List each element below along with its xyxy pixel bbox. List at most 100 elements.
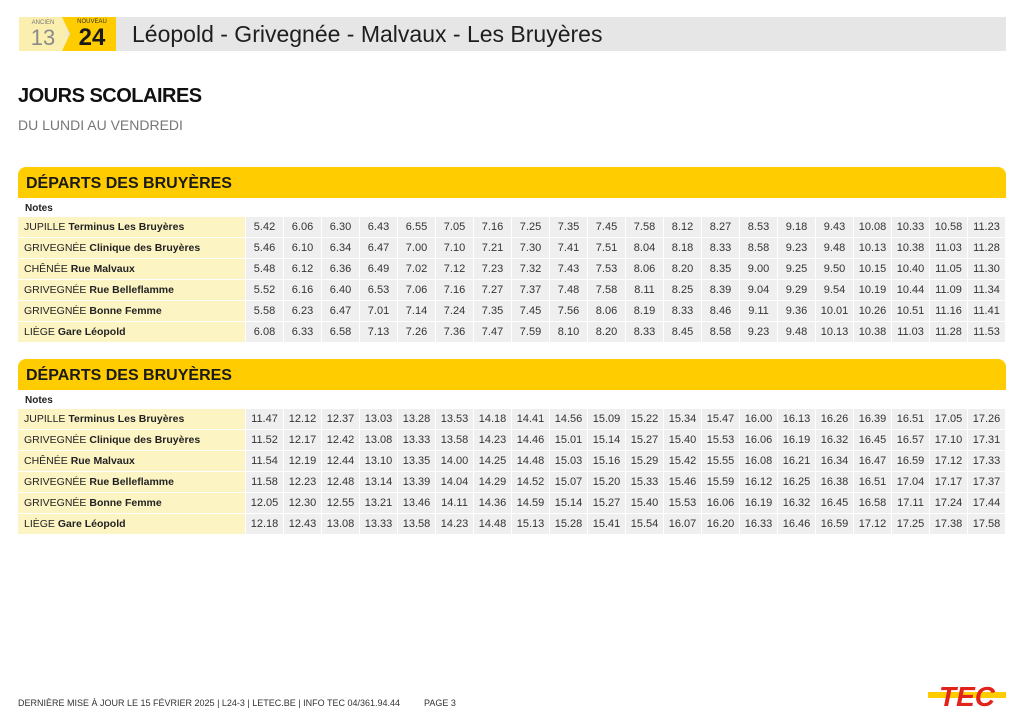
departure-time: 9.36 [777,301,815,322]
departure-time: 17.04 [891,472,929,493]
departure-time: 9.25 [777,259,815,280]
departure-time: 15.54 [625,514,663,535]
stop-name: GRIVEGNÉE Bonne Femme [18,301,245,322]
departure-time: 7.45 [587,217,625,238]
stop-commune: GRIVEGNÉE [24,476,87,488]
departure-time: 15.16 [587,451,625,472]
departure-time: 13.08 [321,514,359,535]
departure-time: 14.52 [511,472,549,493]
departure-time: 11.34 [967,280,1005,301]
departure-time: 13.33 [359,514,397,535]
departure-time: 15.14 [587,430,625,451]
departure-time: 9.23 [739,322,777,343]
departure-time: 7.58 [625,217,663,238]
departure-time: 8.58 [701,322,739,343]
stop-name: GRIVEGNÉE Clinique des Bruyères [18,430,245,451]
departure-time: 7.56 [549,301,587,322]
departure-time: 9.18 [777,217,815,238]
departure-time: 16.32 [777,493,815,514]
departure-time: 7.16 [435,280,473,301]
departure-time: 11.58 [245,472,283,493]
departure-time: 16.19 [777,430,815,451]
departure-time: 7.01 [359,301,397,322]
departure-time: 16.26 [815,409,853,430]
page-title: Léopold - Grivegnée - Malvaux - Les Bruy… [132,21,603,47]
schedule-heading: JOURS SCOLAIRES [18,85,202,107]
departure-time: 8.10 [549,322,587,343]
departure-time: 7.59 [511,322,549,343]
departure-time: 10.13 [815,322,853,343]
departure-time: 15.40 [625,493,663,514]
departure-time: 15.28 [549,514,587,535]
departure-time: 17.12 [853,514,891,535]
departure-time: 7.51 [587,238,625,259]
departure-time: 17.11 [891,493,929,514]
table-row: LIÈGE Gare Léopold 12.18 12.43 13.08 13.33 13… [18,514,1006,535]
departure-time: 6.58 [321,322,359,343]
stop-commune: LIÈGE [24,326,55,338]
stop-label: Terminus Les Bruyères [68,221,185,233]
notes-label: Notes [25,395,53,406]
departure-time: 8.18 [663,238,701,259]
departure-time: 11.28 [929,322,967,343]
departure-time: 15.41 [587,514,625,535]
departure-time: 14.25 [473,451,511,472]
stop-commune: CHÊNÉE [24,455,68,467]
departure-time: 11.47 [245,409,283,430]
departure-time: 8.33 [625,322,663,343]
departure-time: 15.29 [625,451,663,472]
departure-time: 15.14 [549,493,587,514]
departure-time: 13.39 [397,472,435,493]
departure-time: 15.27 [587,493,625,514]
departure-time: 8.25 [663,280,701,301]
departure-time: 14.56 [549,409,587,430]
departure-time: 14.29 [473,472,511,493]
departure-time: 17.58 [967,514,1005,535]
departure-time: 6.47 [359,238,397,259]
departure-time: 9.43 [815,217,853,238]
departure-time: 11.03 [929,238,967,259]
section-title: DÉPARTS DES BRUYÈRES [18,359,1006,390]
departure-time: 16.13 [777,409,815,430]
departure-time: 7.43 [549,259,587,280]
departure-time: 7.16 [473,217,511,238]
departure-time: 15.53 [701,430,739,451]
departure-time: 14.48 [473,514,511,535]
departure-time: 16.06 [739,430,777,451]
stop-name: LIÈGE Gare Léopold [18,514,245,535]
departure-time: 7.02 [397,259,435,280]
departure-time: 11.03 [891,322,929,343]
timetable-section-2: DÉPARTS DES BRUYÈRES Notes JUPILLE Termi… [18,359,1006,535]
departure-time: 8.33 [663,301,701,322]
departure-time: 15.59 [701,472,739,493]
departure-time: 13.21 [359,493,397,514]
stop-commune: GRIVEGNÉE [24,242,87,254]
departure-time: 7.48 [549,280,587,301]
departure-time: 17.44 [967,493,1005,514]
departure-time: 11.53 [967,322,1005,343]
departure-time: 11.16 [929,301,967,322]
departure-time: 16.47 [853,451,891,472]
departure-time: 15.53 [663,493,701,514]
old-line-label: ANCIEN [31,20,55,26]
departure-time: 7.35 [473,301,511,322]
departure-time: 10.15 [853,259,891,280]
stop-label: Rue Malvaux [70,263,135,275]
departure-time: 6.55 [397,217,435,238]
departure-time: 6.23 [283,301,321,322]
page-number: PAGE 3 [424,698,456,708]
departure-time: 6.16 [283,280,321,301]
departure-time: 9.48 [815,238,853,259]
departure-time: 7.45 [511,301,549,322]
departure-time: 14.48 [511,451,549,472]
departure-time: 14.23 [473,430,511,451]
departure-time: 16.38 [815,472,853,493]
departure-time: 15.34 [663,409,701,430]
departure-time: 16.59 [891,451,929,472]
departure-time: 13.14 [359,472,397,493]
departure-time: 8.35 [701,259,739,280]
table-row: CHÊNÉE Rue Malvaux 11.54 12.19 12.44 13.10 13… [18,451,1006,472]
stop-commune: GRIVEGNÉE [24,434,87,446]
departure-time: 12.17 [283,430,321,451]
departure-time: 15.07 [549,472,587,493]
